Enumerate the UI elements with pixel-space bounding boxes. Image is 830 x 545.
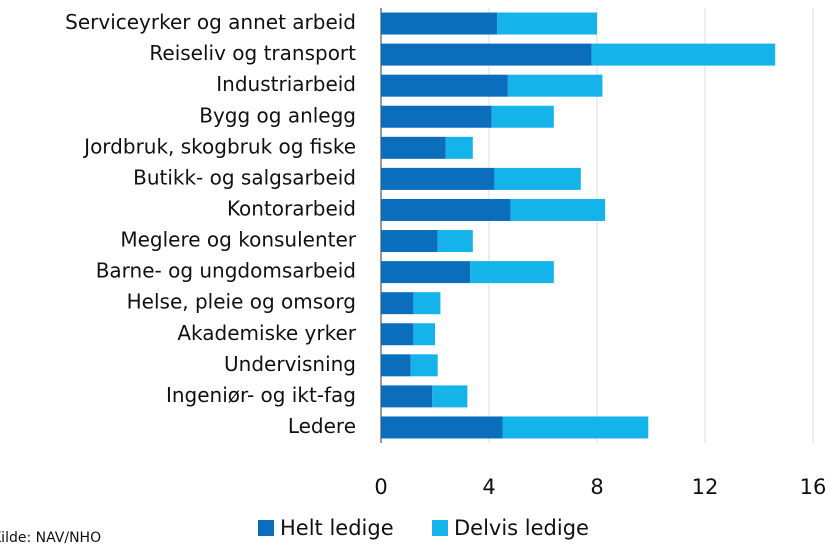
bar-segment — [381, 230, 438, 253]
legend-swatch — [432, 520, 448, 536]
bar-segment — [381, 167, 495, 190]
category-label: Kontorarbeid — [227, 196, 356, 220]
bar-segment — [470, 261, 554, 284]
category-label: Ingeniør- og ikt-fag — [166, 383, 356, 407]
bar-segment — [381, 43, 592, 66]
bar-segment — [381, 416, 503, 439]
bar-segment — [491, 105, 554, 128]
category-label: Undervisning — [224, 352, 356, 376]
bar-segment — [497, 12, 597, 35]
category-label: Barne- og ungdomsarbeid — [96, 259, 356, 283]
bar-segment — [510, 198, 606, 221]
source: Kilde: NAV/NHO — [0, 530, 101, 545]
bar-segment — [591, 43, 776, 66]
bar-segment — [432, 385, 468, 408]
category-label: Akademiske yrker — [177, 321, 356, 345]
bar-segment — [381, 12, 498, 35]
bar-segment — [445, 136, 473, 159]
category-label: Bygg og anlegg — [199, 103, 356, 127]
x-tick-label: 12 — [692, 475, 719, 499]
category-label: Ledere — [288, 414, 356, 438]
x-tick-label: 4 — [482, 475, 495, 499]
category-label: Butikk- og salgsarbeid — [133, 165, 356, 189]
bar-segment — [381, 354, 411, 377]
bar-segment — [381, 74, 508, 97]
bar-segment — [381, 198, 511, 221]
x-tick-label: 8 — [590, 475, 603, 499]
category-label: Reiseliv og transport — [149, 41, 356, 65]
legend-label: Helt ledige — [280, 516, 394, 540]
bar-segment — [410, 354, 438, 377]
legend-swatch — [258, 520, 274, 536]
bar-segment — [413, 323, 435, 346]
bar-segment — [381, 136, 446, 159]
bar-segment — [381, 261, 471, 284]
category-label: Meglere og konsulenter — [120, 228, 356, 252]
bar-segment — [381, 292, 414, 315]
x-tick-label: 16 — [800, 475, 827, 499]
bar-segment — [494, 167, 581, 190]
category-label: Helse, pleie og omsorg — [127, 290, 356, 314]
category-label: Industriarbeid — [216, 72, 356, 96]
bar-segment — [502, 416, 649, 439]
bar-segment — [507, 74, 603, 97]
category-label: Jordbruk, skogbruk og fiske — [82, 134, 356, 158]
category-label: Serviceyrker og annet arbeid — [65, 10, 356, 34]
x-tick-label: 0 — [374, 475, 387, 499]
legend-label: Delvis ledige — [454, 516, 589, 540]
bar-segment — [413, 292, 441, 315]
bar-segment — [381, 385, 433, 408]
bar-segment — [381, 323, 414, 346]
bar-segment — [381, 105, 492, 128]
bar-segment — [437, 230, 473, 253]
